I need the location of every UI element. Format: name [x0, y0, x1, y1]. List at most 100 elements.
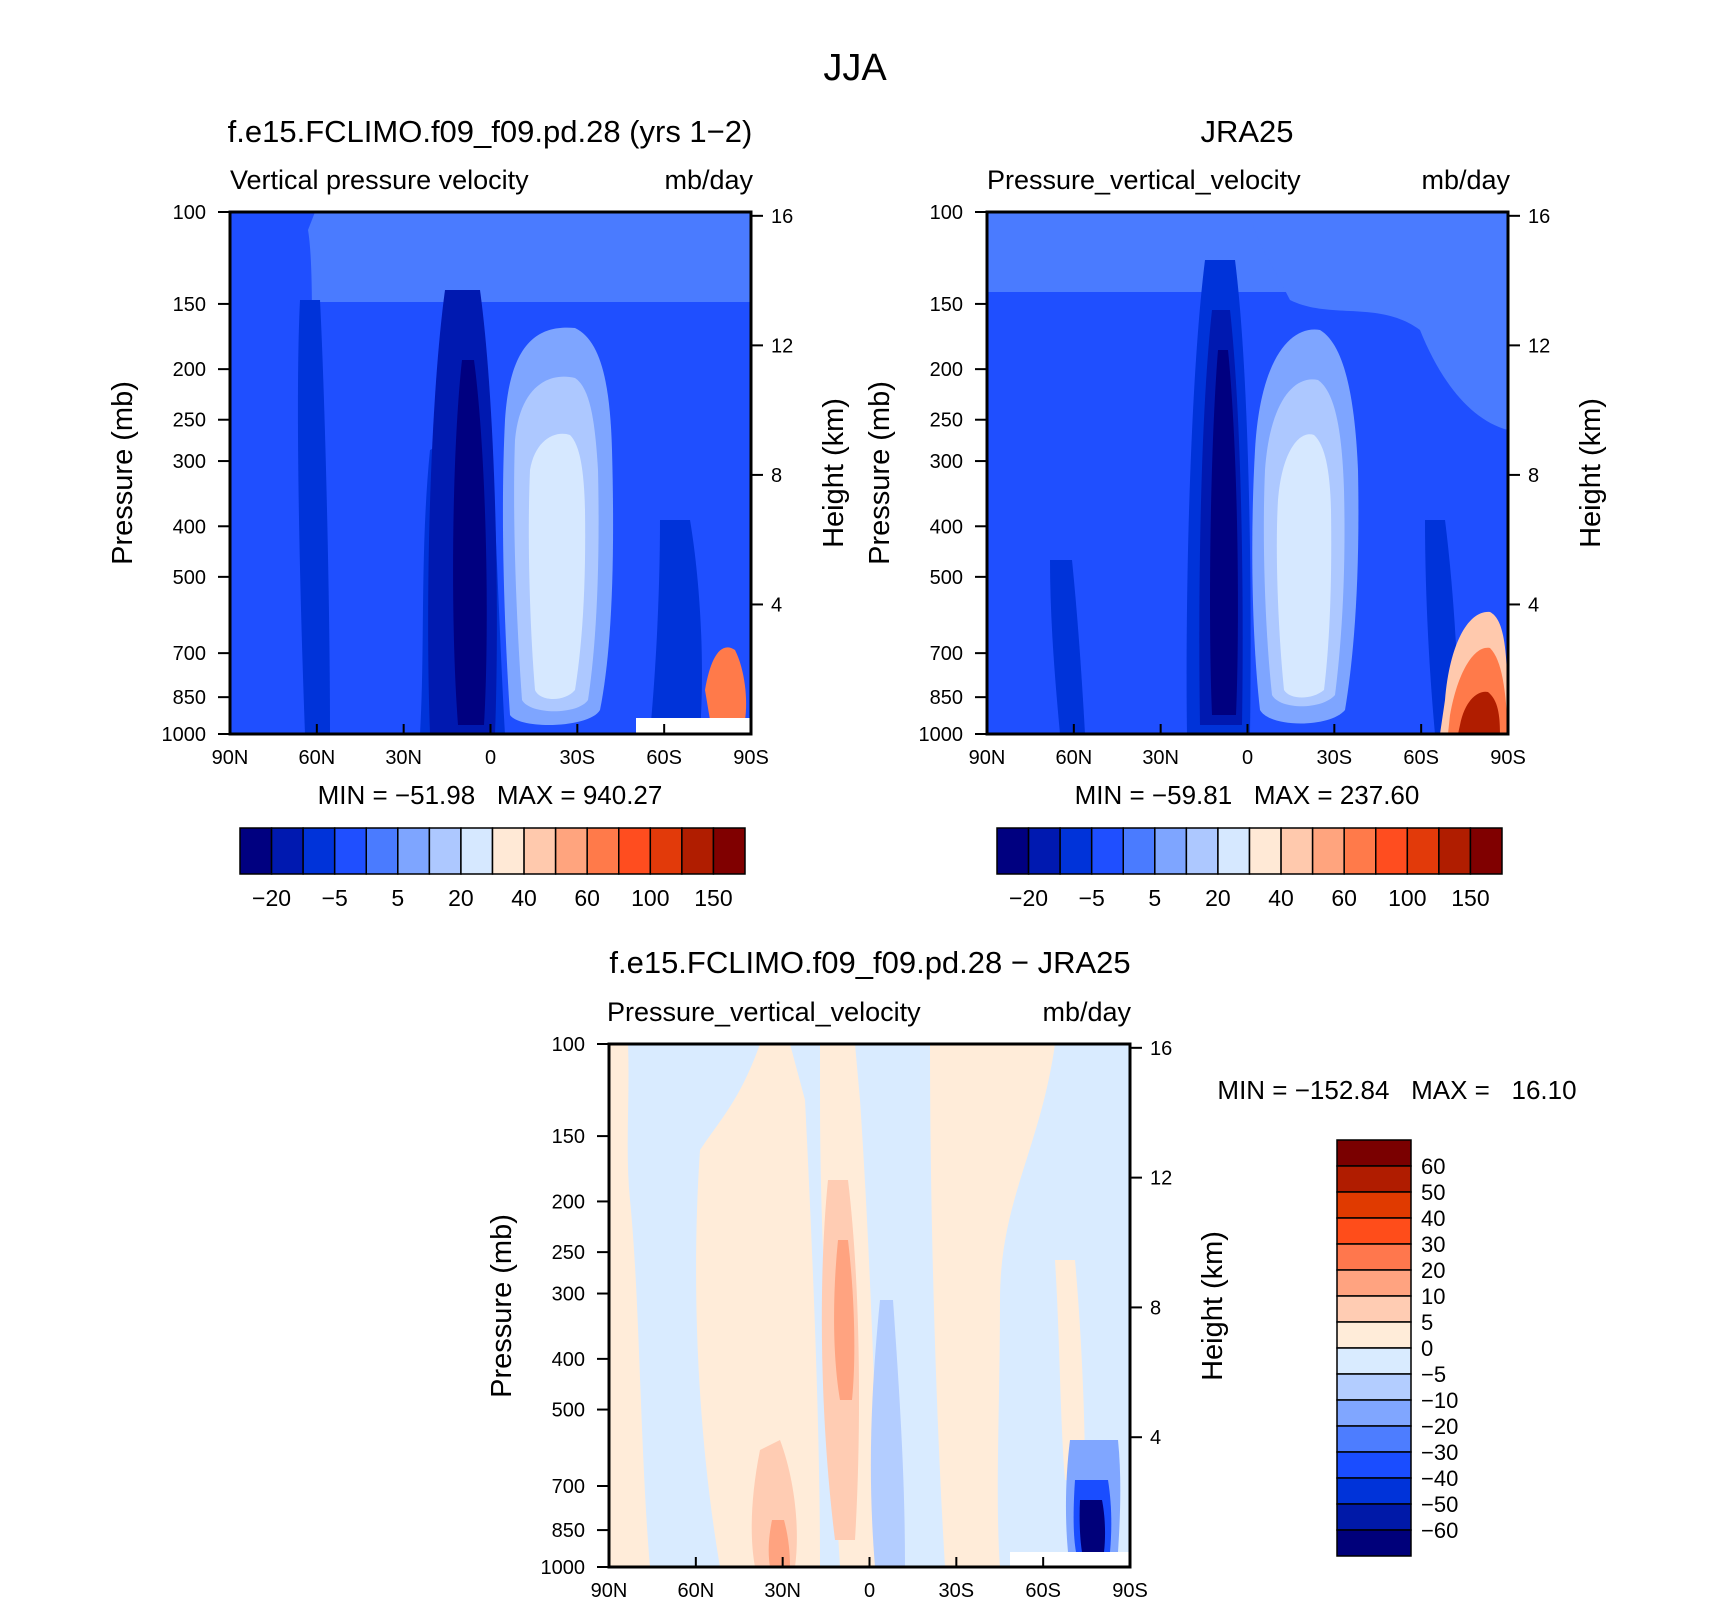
panel-model-south-core: [705, 647, 747, 720]
colorbar-label: 10: [1421, 1284, 1445, 1309]
colorbar-label: −10: [1421, 1388, 1458, 1413]
y-tick-label: 400: [552, 1349, 585, 1371]
height-tick-label: 4: [1528, 594, 1539, 616]
colorbar-swatch: [1336, 1451, 1412, 1479]
colorbar-swatch: [1336, 1477, 1412, 1505]
colorbar-swatch: [1336, 1321, 1412, 1349]
panel-obs-subtropic-3: [1276, 434, 1332, 698]
colorbar-swatch: [491, 827, 525, 875]
colorbar-label: 5: [391, 885, 404, 911]
panel-obs-left-label: Pressure_vertical_velocity: [987, 165, 1301, 195]
colorbar-label: 60: [574, 885, 600, 911]
height-tick-label: 16: [1150, 1038, 1172, 1060]
colorbar-swatch: [1438, 827, 1472, 875]
colorbar-label: −60: [1421, 1518, 1458, 1543]
panel-obs-field: [987, 212, 1508, 734]
panel-diff-units: mb/day: [1042, 997, 1131, 1027]
panel-diff-title: f.e15.FCLIMO.f09_f09.pd.28 − JRA25: [609, 945, 1130, 980]
x-tick-label: 60S: [646, 747, 682, 769]
colorbar-swatch: [1185, 827, 1219, 875]
y-tick-label: 850: [930, 687, 963, 709]
colorbar-swatch: [1336, 1191, 1412, 1219]
panel-obs-contour-a: [1050, 560, 1085, 734]
colorbar-label: 60: [1421, 1154, 1445, 1179]
panel-diff-warm-4: [930, 1044, 1055, 1567]
colorbar-label: 150: [694, 885, 732, 911]
colorbar-label: 150: [1451, 885, 1489, 911]
x-tick-label: 90N: [969, 747, 1006, 769]
colorbar-swatch: [1090, 827, 1124, 875]
y-tick-label: 300: [930, 451, 963, 473]
colorbar-label: 50: [1421, 1180, 1445, 1205]
colorbar-swatch: [1336, 1373, 1412, 1401]
colorbar-swatch: [1343, 827, 1377, 875]
y-tick-label: 250: [173, 410, 206, 432]
panel-obs-minmax: MIN = −59.81 MAX = 237.60: [1075, 780, 1420, 810]
panel-model-upper-band: [230, 212, 751, 302]
x-tick-label: 30N: [1142, 747, 1179, 769]
panel-obs-south-core: [1458, 691, 1500, 734]
x-tick-label: 0: [1242, 747, 1253, 769]
y-tick-label: 100: [930, 202, 963, 224]
panel-model-minmax: MIN = −51.98 MAX = 940.27: [318, 780, 663, 810]
height-tick-label: 8: [1528, 465, 1539, 487]
colorbar-label: 40: [511, 885, 537, 911]
colorbar-swatch: [1336, 1165, 1412, 1193]
colorbar-swatch: [1336, 1503, 1412, 1531]
y-tick-label: 250: [930, 410, 963, 432]
y-tick-label: 200: [173, 359, 206, 381]
y-tick-label: 150: [930, 294, 963, 316]
panel-obs-ylabel-right: Height (km): [1575, 398, 1607, 548]
y-tick-label: 400: [173, 516, 206, 538]
panel-diff-axes: 90N 60N 30N 0 30S 60S 90S 100 150 200 250 300 400 500…: [541, 1034, 1173, 1601]
y-tick-label: 700: [930, 643, 963, 665]
panel-diff-field: [609, 1044, 1130, 1567]
panel-diff-positive-2: [834, 1240, 855, 1400]
colorbar-label: −5: [1421, 1362, 1446, 1387]
colorbar-swatch: [365, 827, 399, 875]
x-tick-label: 60S: [1403, 747, 1439, 769]
y-tick-label: 100: [552, 1034, 585, 1056]
y-tick-label: 150: [173, 294, 206, 316]
y-tick-label: 200: [552, 1191, 585, 1213]
colorbar-swatch: [1336, 1269, 1412, 1297]
panel-model-title: f.e15.FCLIMO.f09_f09.pd.28 (yrs 1−2): [228, 114, 753, 149]
colorbar-label: 100: [631, 885, 669, 911]
colorbar-swatch: [681, 827, 715, 875]
colorbar-label: 5: [1421, 1310, 1433, 1335]
x-tick-label: 30S: [560, 747, 596, 769]
panel-model: f.e15.FCLIMO.f09_f09.pd.28 (yrs 1−2) Ver…: [107, 114, 850, 911]
colorbar-swatch: [333, 827, 367, 875]
panel-diff-negative-4: [1079, 1500, 1106, 1552]
colorbar-label: 5: [1148, 885, 1161, 911]
colorbar-swatch: [649, 827, 683, 875]
height-tick-label: 12: [1528, 335, 1550, 357]
colorbar-label: −20: [1009, 885, 1048, 911]
colorbar-swatch: [397, 827, 431, 875]
x-tick-label: 60S: [1025, 1580, 1061, 1601]
colorbar-swatch: [1336, 1399, 1412, 1427]
colorbar-swatch: [1336, 1217, 1412, 1245]
panel-diff-warm-5: [1055, 1260, 1085, 1480]
panel-model-contour-a: [297, 300, 330, 734]
colorbar-label: 30: [1421, 1232, 1445, 1257]
colorbar-swatch: [523, 827, 557, 875]
panel-diff-negative-1: [870, 1300, 905, 1567]
colorbar-swatch: [270, 827, 304, 875]
panel-obs-axes: 90N 60N 30N 0 30S 60S 90S 100 150 200 250 300 400 500…: [919, 202, 1551, 769]
y-tick-label: 300: [552, 1284, 585, 1306]
colorbar-swatch: [1059, 827, 1093, 875]
panel-obs-core-inner: [1210, 350, 1238, 715]
colorbar-label: 20: [448, 885, 474, 911]
height-tick-label: 4: [771, 594, 782, 616]
colorbar-label: 40: [1268, 885, 1294, 911]
y-tick-label: 1000: [162, 724, 207, 746]
colorbar-swatch: [1280, 827, 1314, 875]
y-tick-label: 850: [552, 1520, 585, 1542]
colorbar-label: −5: [1079, 885, 1105, 911]
x-tick-label: 90N: [212, 747, 249, 769]
y-tick-label: 500: [173, 567, 206, 589]
y-tick-label: 100: [173, 202, 206, 224]
x-tick-label: 30N: [385, 747, 422, 769]
